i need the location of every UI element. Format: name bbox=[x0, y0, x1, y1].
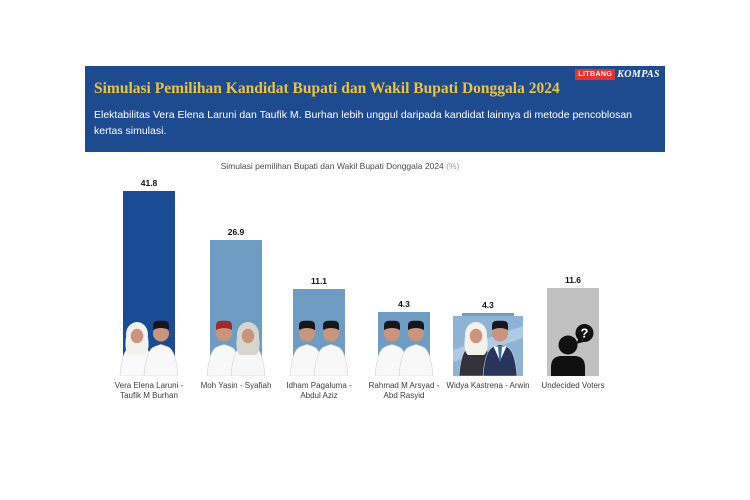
bar-value-label: 11.1 bbox=[310, 276, 328, 286]
candidate-photo bbox=[201, 314, 271, 376]
undecided-icon-box: ? bbox=[538, 314, 608, 376]
candidate-pair-photo-icon bbox=[374, 320, 434, 376]
litbang-badge: LITBANG bbox=[575, 69, 616, 80]
undecided-person-question-icon: ? bbox=[551, 324, 594, 376]
candidate-pair-photo-icon bbox=[206, 320, 266, 376]
candidate-pair-photo-icon bbox=[119, 320, 179, 376]
candidate-name-line: Widya Kastrena - Arwin bbox=[446, 381, 530, 390]
bar-value-label: 11.6 bbox=[564, 275, 582, 285]
candidate-photo bbox=[453, 314, 523, 376]
bar-value-label: 41.8 bbox=[140, 178, 158, 188]
candidate-name-label: Vera Elena Laruni - Taufik M Burhan bbox=[94, 381, 204, 400]
candidate-photo bbox=[369, 314, 439, 376]
chart-title: Simulasi pemilihan Bupati dan Wakil Bupa… bbox=[85, 161, 595, 171]
candidate-name-label: Widya Kastrena - Arwin bbox=[433, 381, 543, 391]
litbang-kompas-logo: LITBANG KOMPAS bbox=[575, 69, 660, 80]
chart-title-unit: (%) bbox=[446, 161, 460, 171]
banner-subtitle: Elektabilitas Vera Elena Laruni dan Tauf… bbox=[94, 109, 633, 137]
candidate-pair-photo-icon bbox=[453, 316, 523, 376]
candidate-name-line: Undecided Voters bbox=[541, 381, 605, 390]
candidate-photo bbox=[114, 314, 184, 376]
bar-value-label: 4.3 bbox=[398, 299, 410, 309]
candidate-photo bbox=[284, 314, 354, 376]
candidate-pair-photo-icon bbox=[289, 320, 349, 376]
banner-title: Simulasi Pemilihan Kandidat Bupati dan W… bbox=[94, 80, 560, 97]
candidate-name-line: Vera Elena Laruni - bbox=[114, 381, 184, 390]
candidate-name-line: Moh Yasin - Syafiah bbox=[200, 381, 272, 390]
candidate-name-line: Abdul Aziz bbox=[300, 390, 338, 400]
kompas-wordmark: KOMPAS bbox=[617, 69, 660, 80]
chart-title-text: Simulasi pemilihan Bupati dan Wakil Bupa… bbox=[220, 161, 444, 171]
candidate-name-line: Abd Rasyid bbox=[383, 390, 425, 400]
candidate-name-line: Taufik M Burhan bbox=[120, 390, 178, 400]
candidate-name-line: Idham Pagaluma - bbox=[286, 381, 352, 390]
bar-value-label: 4.3 bbox=[482, 300, 494, 310]
candidate-name-label: Idham Pagaluma - Abdul Aziz bbox=[264, 381, 374, 400]
candidate-name-line: Rahmad M Arsyad - bbox=[368, 381, 440, 390]
candidate-name-label: Undecided Voters bbox=[518, 381, 628, 391]
bar-value-label: 26.9 bbox=[227, 227, 245, 237]
candidate-name-label: Rahmad M Arsyad - Abd Rasyid bbox=[349, 381, 459, 400]
candidate-name-label: Moh Yasin - Syafiah bbox=[181, 381, 291, 391]
svg-text:?: ? bbox=[581, 326, 589, 341]
header-banner: LITBANG KOMPAS Simulasi Pemilihan Kandid… bbox=[85, 66, 665, 152]
